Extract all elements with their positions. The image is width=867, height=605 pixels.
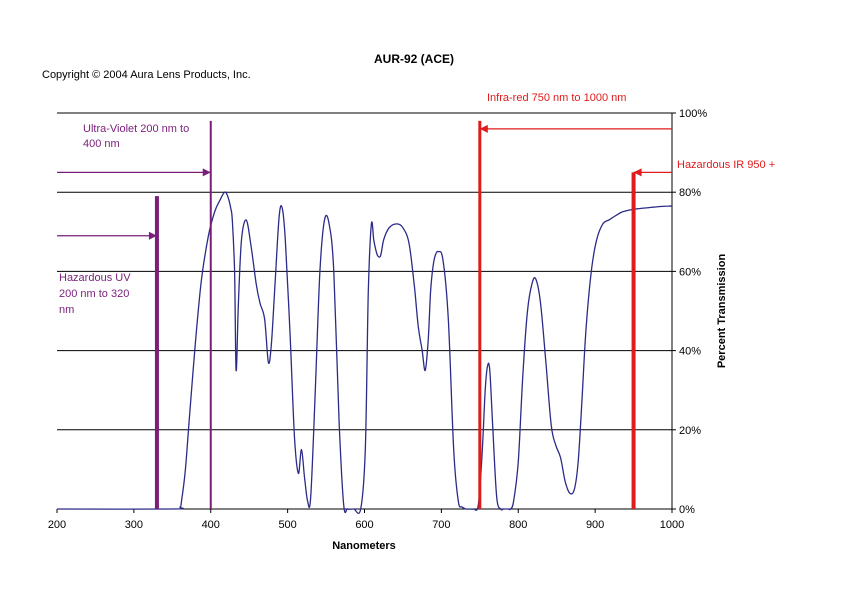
grid-lines [57,112,672,431]
x-tick-label: 1000 [660,519,684,531]
x-tick-label: 400 [202,519,220,531]
annotation-label: Hazardous IR 950 + [677,159,775,171]
annotations: Ultra-Violet 200 nm to 400 nm Hazardous UV… [57,92,775,509]
arrowhead [148,231,157,240]
x-tick-label: 800 [509,519,527,531]
series-line-0 [56,191,673,515]
x-axis-label: Nanometers [332,540,396,552]
y-tick-label: 80% [679,187,701,199]
x-tick-label: 900 [586,519,604,531]
axes: 200 300 400 500 600 700 800 900 1000 0% 20% 40% 60% 8… [48,108,708,531]
x-tick-label: 200 [48,519,66,531]
annotation-label: Infra-red 750 nm to 1000 nm [487,92,626,104]
x-tick-label: 300 [125,519,143,531]
annotation-label: 200 nm to 320 [59,288,129,300]
copyright-text: Copyright © 2004 Aura Lens Products, Inc… [42,69,251,81]
annotation-label: Ultra-Violet 200 nm to [83,123,189,135]
arrowhead [633,168,642,177]
annotation-label: 400 nm [83,138,120,150]
x-tick-label: 700 [432,519,450,531]
x-tick-label: 600 [355,519,373,531]
y-axis-label: Percent Transmission [716,254,728,369]
series-layer [56,191,673,515]
y-tick-label: 60% [679,266,701,278]
arrowhead [202,168,211,177]
x-tick-label: 500 [278,519,296,531]
y-tick-label: 20% [679,425,701,437]
y-tick-label: 40% [679,346,701,358]
chart-title: AUR-92 (ACE) [374,52,454,66]
annotation-label: Hazardous UV [59,272,131,284]
y-tick-label: 100% [679,108,707,120]
y-tick-label: 0% [679,504,695,516]
arrowhead [479,124,488,133]
annotation-label: nm [59,304,74,316]
